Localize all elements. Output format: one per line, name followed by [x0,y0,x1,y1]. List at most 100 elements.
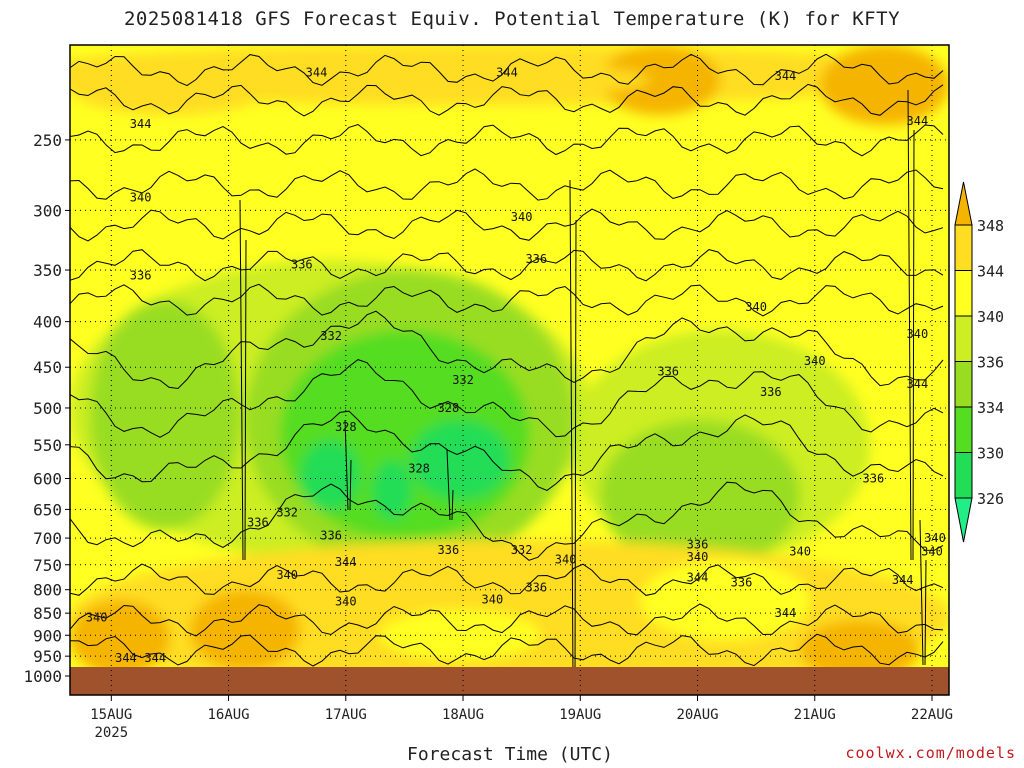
contour-label: 336 [291,257,313,271]
contour-label: 336 [525,580,547,594]
y-tick-label: 300 [33,201,62,220]
field-blob [372,460,412,520]
contour-line [70,83,944,117]
ground-fill [70,667,949,695]
y-tick-label: 750 [33,556,62,575]
field-blob [90,300,240,530]
grid-lines [70,45,949,695]
colorbar-cap-bottom [954,497,973,543]
contour-label: 340 [921,545,943,559]
x-tick-sublabel: 2025 [94,725,128,741]
contour-label: 344 [775,606,797,620]
contour-label: 340 [804,354,826,368]
plot-frame [69,44,950,696]
contour-label: 332 [320,329,342,343]
x-axis-ticks: 15AUG 2025 16AUG 17AUG 18AUG 19AUG 20AUG 21AUG 2… [90,695,953,741]
contour-line [70,208,944,242]
y-tick-label: 250 [33,131,62,150]
colorbar: 348 344 340 336 334 330 326 [954,181,1004,543]
contour-label: 340 [86,611,108,625]
contour-label: 344 [115,651,137,665]
x-tick-label: 18AUG [442,707,484,723]
y-tick-label: 1000 [23,667,62,686]
x-axis-label: Forecast Time (UTC) [407,744,613,765]
contour-label: 344 [335,555,357,569]
chart-title: 2025081418 GFS Forecast Equiv. Potential… [123,8,901,30]
contour-label: 332 [511,543,533,557]
field-blob [820,45,949,125]
contour-line [70,53,944,87]
colorbar-label: 334 [977,399,1004,417]
y-tick-label: 350 [33,261,62,280]
contour-line [70,563,944,596]
contour-line [70,249,944,282]
colorbar-segment [954,406,973,453]
contour-line [70,168,944,201]
contour-label: 336 [687,538,709,552]
colorbar-segment [954,452,973,499]
contour-label: 344 [144,651,166,665]
contour-line [70,603,944,637]
contour-label: 340 [745,300,767,314]
colorbar-segment [954,315,973,362]
contour-label: 328 [408,462,430,476]
contour-label: 340 [687,550,709,564]
colorbar-label: 326 [977,490,1004,508]
contour-label: 340 [482,592,504,606]
y-tick-label: 800 [33,581,62,600]
contour-line [70,410,944,491]
ground-layer [70,667,949,695]
y-tick-label: 500 [33,399,62,418]
field-blob [70,60,270,115]
y-axis-ticks: 250 300 350 400 450 500 550 600 650 700 750 800 850 9… [23,131,70,686]
colorbar-label: 330 [977,445,1004,463]
colorbar-segment [954,224,973,271]
contour-label: 344 [496,65,518,79]
credit-link[interactable]: coolwx.com/models [845,744,1016,762]
x-tick-label: 19AUG [559,707,601,723]
colorbar-label: 340 [977,308,1004,326]
contour-line [70,283,944,317]
x-tick-label: 17AUG [325,707,367,723]
contour-label: 328 [438,401,460,415]
contour-label: 344 [907,114,929,128]
colorbar-segment [954,270,973,317]
contour-label: 336 [760,385,782,399]
contour-label: 340 [335,595,357,609]
contour-label: 336 [731,575,753,589]
contour-label: 336 [438,543,460,557]
theta-e-field [70,45,949,695]
y-tick-label: 650 [33,500,62,519]
colorbar-label: 344 [977,263,1004,281]
contour-line [70,481,944,561]
contour-label: 336 [657,364,679,378]
field-blob [300,440,360,510]
contour-line [70,310,944,390]
contour-label: 344 [775,69,797,83]
y-tick-label: 950 [33,647,62,666]
colorbar-label: 336 [977,354,1004,372]
contour-label: 336 [130,269,152,283]
x-tick-label: 20AUG [676,707,718,723]
y-tick-label: 900 [33,626,62,645]
field-blob [410,420,510,500]
contour-label: 336 [525,252,547,266]
contour-label: 340 [924,531,946,545]
contour-label: 332 [276,505,298,519]
contour-label: 344 [130,117,152,131]
contour-label: 336 [320,528,342,542]
contour-label: 336 [247,515,269,529]
contour-line [569,179,577,681]
y-tick-label: 700 [33,529,62,548]
x-tick-label: 22AUG [911,707,953,723]
contour-label: 344 [687,570,709,584]
colorbar-cap-top [954,181,973,226]
field-blob [640,560,810,640]
contour-label: 332 [452,373,474,387]
contour-line [70,123,944,157]
y-tick-label: 600 [33,469,62,488]
y-tick-label: 400 [33,313,62,332]
contour-line [919,519,927,666]
